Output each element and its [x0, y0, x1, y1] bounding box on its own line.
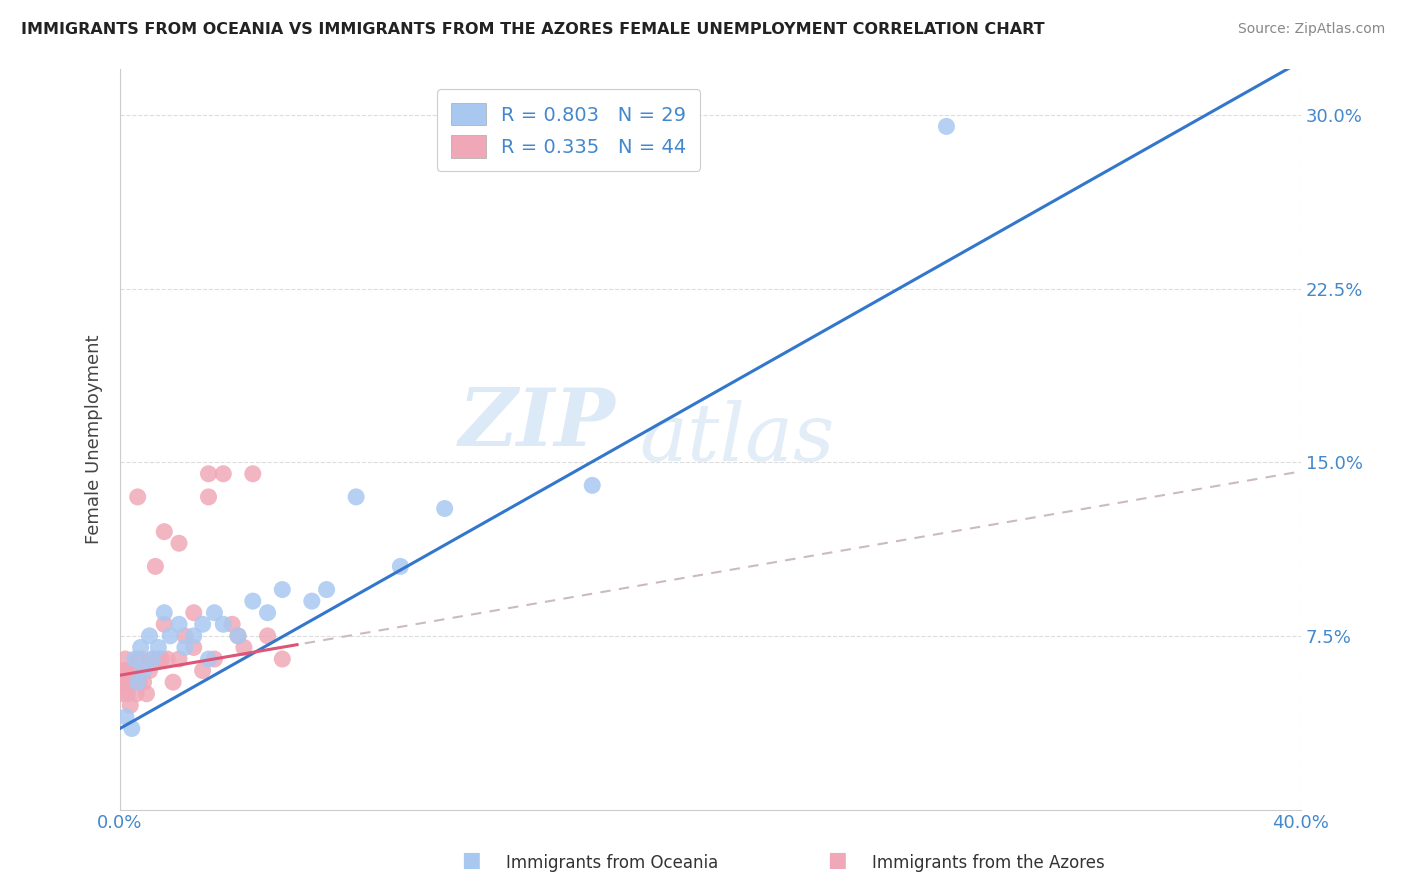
- Point: [112, 675, 135, 690]
- Point: [167, 617, 190, 632]
- Point: [138, 629, 160, 643]
- Point: [117, 687, 139, 701]
- Point: [226, 629, 249, 643]
- Point: [153, 617, 176, 632]
- Point: [433, 501, 456, 516]
- Point: [174, 629, 197, 643]
- Point: [115, 664, 138, 678]
- Point: [581, 478, 603, 492]
- Point: [127, 675, 149, 690]
- Text: ■: ■: [461, 850, 481, 870]
- Y-axis label: Female Unemployment: Female Unemployment: [86, 334, 103, 544]
- Point: [125, 687, 148, 701]
- Point: [128, 675, 150, 690]
- Point: [159, 629, 181, 643]
- Point: [121, 664, 143, 678]
- Point: [174, 640, 197, 655]
- Point: [197, 467, 219, 481]
- Point: [115, 710, 138, 724]
- Point: [135, 687, 157, 701]
- Point: [204, 606, 226, 620]
- Point: [183, 640, 205, 655]
- Point: [132, 675, 155, 690]
- Point: [212, 467, 235, 481]
- Point: [111, 675, 134, 690]
- Text: ZIP: ZIP: [458, 385, 616, 463]
- Point: [110, 687, 132, 701]
- Point: [145, 559, 167, 574]
- Point: [120, 698, 142, 713]
- Point: [191, 664, 214, 678]
- Point: [256, 629, 278, 643]
- Point: [156, 652, 179, 666]
- Point: [124, 652, 146, 666]
- Point: [112, 664, 135, 678]
- Point: [114, 652, 136, 666]
- Point: [129, 652, 152, 666]
- Legend: R = 0.803   N = 29, R = 0.335   N = 44: R = 0.803 N = 29, R = 0.335 N = 44: [437, 89, 700, 171]
- Point: [183, 629, 205, 643]
- Text: IMMIGRANTS FROM OCEANIA VS IMMIGRANTS FROM THE AZORES FEMALE UNEMPLOYMENT CORREL: IMMIGRANTS FROM OCEANIA VS IMMIGRANTS FR…: [21, 22, 1045, 37]
- Text: Immigrants from the Azores: Immigrants from the Azores: [872, 855, 1105, 872]
- Point: [204, 652, 226, 666]
- Point: [197, 652, 219, 666]
- Point: [315, 582, 337, 597]
- Point: [271, 582, 294, 597]
- Point: [153, 606, 176, 620]
- Point: [242, 594, 264, 608]
- Point: [226, 629, 249, 643]
- Point: [221, 617, 243, 632]
- Point: [242, 467, 264, 481]
- Point: [301, 594, 323, 608]
- Point: [167, 536, 190, 550]
- Point: [191, 617, 214, 632]
- Point: [212, 617, 235, 632]
- Point: [232, 640, 254, 655]
- Point: [167, 652, 190, 666]
- Point: [121, 722, 143, 736]
- Point: [148, 640, 170, 655]
- Point: [271, 652, 294, 666]
- Point: [141, 652, 163, 666]
- Text: ■: ■: [827, 850, 846, 870]
- Point: [344, 490, 367, 504]
- Point: [150, 652, 173, 666]
- Point: [935, 120, 957, 134]
- Point: [183, 606, 205, 620]
- Point: [138, 664, 160, 678]
- Point: [256, 606, 278, 620]
- Point: [153, 524, 176, 539]
- Point: [197, 490, 219, 504]
- Point: [124, 664, 146, 678]
- Point: [127, 652, 149, 666]
- Point: [389, 559, 412, 574]
- Point: [141, 652, 163, 666]
- Point: [129, 640, 152, 655]
- Text: Source: ZipAtlas.com: Source: ZipAtlas.com: [1237, 22, 1385, 37]
- Text: Immigrants from Oceania: Immigrants from Oceania: [506, 855, 718, 872]
- Point: [122, 675, 145, 690]
- Text: atlas: atlas: [640, 401, 835, 478]
- Point: [127, 490, 149, 504]
- Point: [118, 675, 141, 690]
- Point: [162, 675, 184, 690]
- Point: [132, 664, 155, 678]
- Point: [148, 652, 170, 666]
